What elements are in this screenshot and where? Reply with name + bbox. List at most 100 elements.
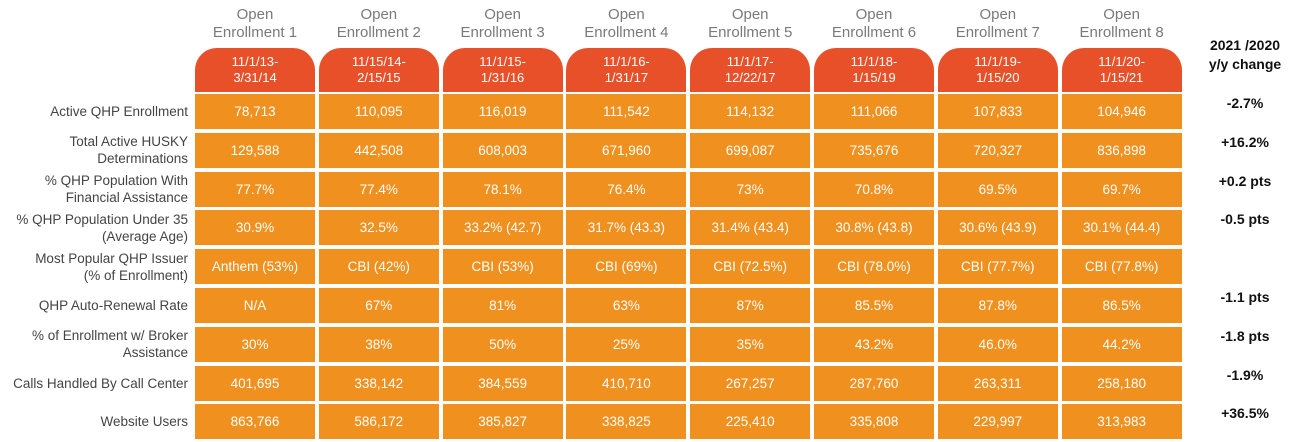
cell: 338,825 xyxy=(566,404,687,440)
cell: 69.7% xyxy=(1061,171,1182,207)
cell: 70.8% xyxy=(814,171,934,207)
change-value: +0.2 pts xyxy=(1218,172,1272,189)
cell: 338,142 xyxy=(318,365,439,401)
change-value: -2.7% xyxy=(1226,95,1264,111)
cell: 313,983 xyxy=(1061,404,1182,440)
cell: CBI (77.8%) xyxy=(1061,249,1182,285)
cell: 86.5% xyxy=(1061,288,1182,323)
cell: 385,827 xyxy=(442,404,563,440)
cell: 735,676 xyxy=(814,132,934,168)
cell: 25% xyxy=(566,326,687,362)
cell: 107,833 xyxy=(937,94,1058,129)
cell: 63% xyxy=(566,288,687,323)
cell: 87% xyxy=(690,288,811,323)
change-value: -1.9% xyxy=(1226,366,1264,383)
cell: 104,946 xyxy=(1061,94,1182,129)
period-title: Open Enrollment 5 xyxy=(708,6,793,41)
cell: 30.8% (43.8) xyxy=(814,210,934,246)
cell: 67% xyxy=(318,288,439,323)
cell: 114,132 xyxy=(690,94,811,129)
cell: 110,095 xyxy=(318,94,439,129)
period-title: Open Enrollment 7 xyxy=(955,6,1040,41)
cell: 111,542 xyxy=(566,94,687,129)
cell: 69.5% xyxy=(937,171,1058,207)
cell: 35% xyxy=(690,326,811,362)
cell: 401,695 xyxy=(195,365,315,401)
cell: 699,087 xyxy=(690,132,811,168)
change-header: 2021 /2020 y/y change xyxy=(1208,37,1282,72)
change-value: -1.8 pts xyxy=(1220,327,1270,344)
period-title: Open Enrollment 2 xyxy=(336,6,421,41)
cell: 46.0% xyxy=(937,326,1058,362)
period-dates: 11/1/13- 3/31/14 xyxy=(195,48,315,92)
row-label: Calls Handled By Call Center xyxy=(13,375,188,391)
cell: 225,410 xyxy=(690,404,811,440)
period-title: Open Enrollment 3 xyxy=(460,6,545,41)
period-title: Open Enrollment 4 xyxy=(584,6,669,41)
change-value: +16.2% xyxy=(1221,133,1269,150)
cell: 81% xyxy=(442,288,563,323)
cell: 410,710 xyxy=(566,365,687,401)
row-label: Total Active HUSKY Determinations xyxy=(69,134,188,167)
cell: 77.4% xyxy=(318,171,439,207)
cell: 77.7% xyxy=(195,171,315,207)
cell: 586,172 xyxy=(318,404,439,440)
cell: 263,311 xyxy=(937,365,1058,401)
cell: CBI (77.7%) xyxy=(937,249,1058,285)
cell: 442,508 xyxy=(318,132,439,168)
row-label: % QHP Population With Financial Assistan… xyxy=(44,173,188,206)
period-title: Open Enrollment 8 xyxy=(1079,6,1164,41)
period-dates: 11/1/16- 1/31/17 xyxy=(566,48,687,92)
period-dates: 11/1/19- 1/15/20 xyxy=(937,48,1058,92)
cell: 836,898 xyxy=(1061,132,1182,168)
row-label: % QHP Population Under 35 (Average Age) xyxy=(16,211,188,244)
cell: CBI (53%) xyxy=(442,249,563,285)
cell: 720,327 xyxy=(937,132,1058,168)
row-label: QHP Auto-Renewal Rate xyxy=(38,298,188,313)
cell: 76.4% xyxy=(566,171,687,207)
cell: 129,588 xyxy=(195,132,315,168)
cell: 229,997 xyxy=(937,404,1058,440)
cell: 78,713 xyxy=(195,94,315,129)
cell: 50% xyxy=(442,326,563,362)
period-title: Open Enrollment 1 xyxy=(212,6,298,41)
row-label: Website Users xyxy=(100,414,188,430)
cell: 44.2% xyxy=(1061,326,1182,362)
cell: 30.6% (43.9) xyxy=(937,210,1058,246)
cell: 73% xyxy=(690,171,811,207)
cell: 33.2% (42.7) xyxy=(442,210,563,246)
change-value: -1.1 pts xyxy=(1220,289,1270,305)
period-dates: 11/15/14- 2/15/15 xyxy=(318,48,439,92)
change-value: -0.5 pts xyxy=(1220,211,1270,228)
row-label: % of Enrollment w/ Broker Assistance xyxy=(31,328,188,361)
cell: 111,066 xyxy=(814,94,934,129)
cell: 31.4% (43.4) xyxy=(690,210,811,246)
cell: Anthem (53%) xyxy=(195,249,315,285)
cell: 863,766 xyxy=(195,404,315,440)
cell: 32.5% xyxy=(318,210,439,246)
cell: 608,003 xyxy=(442,132,563,168)
period-dates: 11/1/15- 1/31/16 xyxy=(442,48,563,92)
period-dates: 11/1/18- 1/15/19 xyxy=(814,48,934,92)
row-label: Active QHP Enrollment xyxy=(50,104,188,119)
change-value: +36.5% xyxy=(1221,405,1269,422)
cell: 30.1% (44.4) xyxy=(1061,210,1182,246)
cell: 78.1% xyxy=(442,171,563,207)
cell: CBI (69%) xyxy=(566,249,687,285)
cell: 30% xyxy=(195,326,315,362)
period-dates: 11/1/17- 12/22/17 xyxy=(690,48,811,92)
cell: 384,559 xyxy=(442,365,563,401)
cell: 87.8% xyxy=(937,288,1058,323)
cell: 43.2% xyxy=(814,326,934,362)
cell: 85.5% xyxy=(814,288,934,323)
cell: CBI (42%) xyxy=(318,249,439,285)
cell: CBI (72.5%) xyxy=(690,249,811,285)
cell: 38% xyxy=(318,326,439,362)
period-dates: 11/1/20- 1/15/21 xyxy=(1061,48,1182,92)
cell: 116,019 xyxy=(442,94,563,129)
cell: 267,257 xyxy=(690,365,811,401)
cell: 287,760 xyxy=(814,365,934,401)
cell: CBI (78.0%) xyxy=(814,249,934,285)
cell: 258,180 xyxy=(1061,365,1182,401)
